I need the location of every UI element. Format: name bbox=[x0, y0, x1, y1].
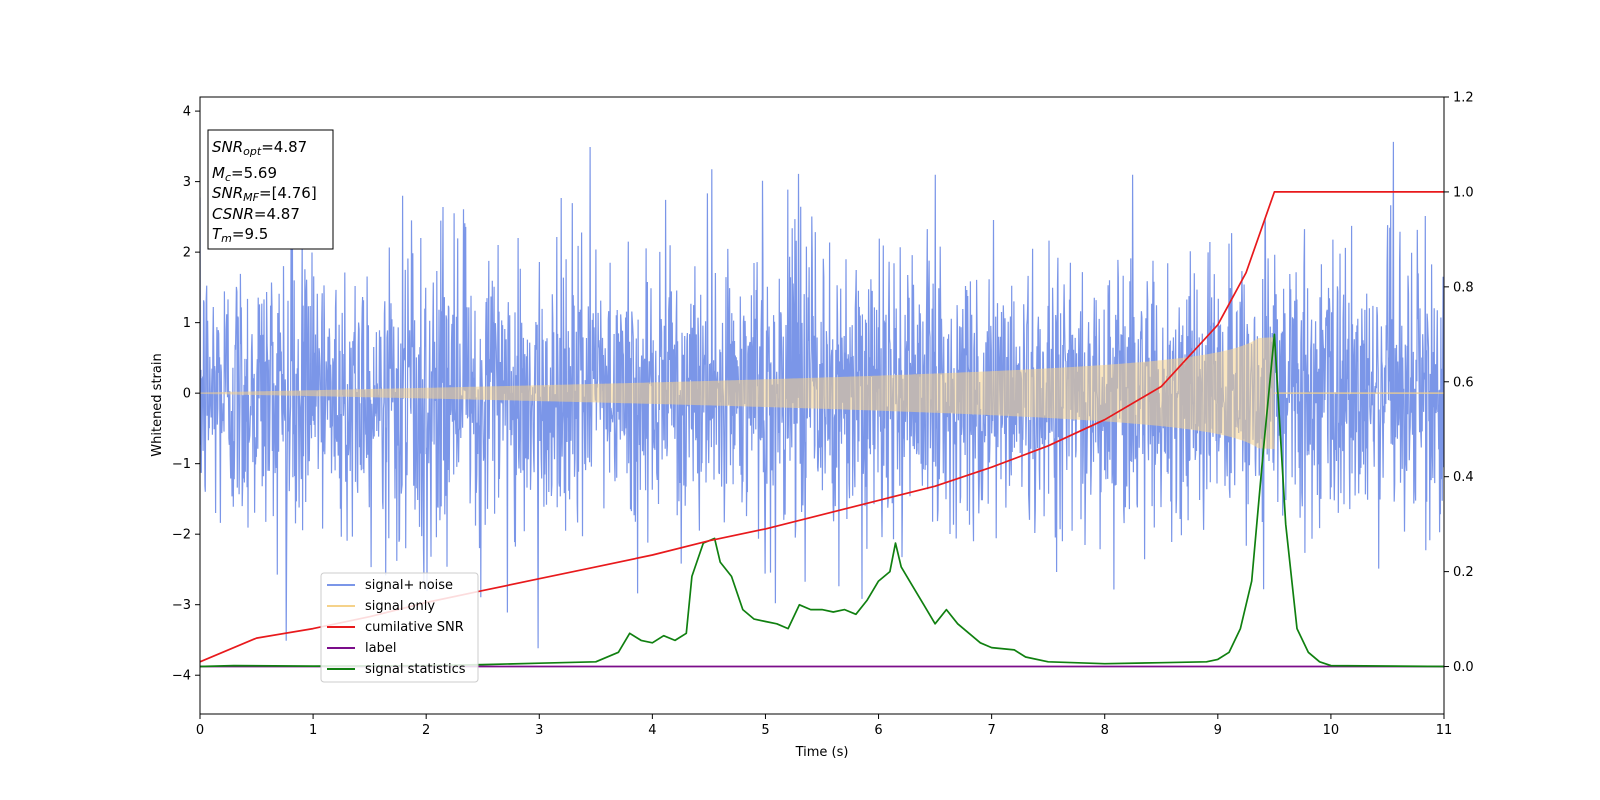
legend-label-signal-only: signal only bbox=[365, 599, 435, 614]
x-tick-label: 6 bbox=[874, 723, 882, 738]
x-tick-label: 9 bbox=[1214, 723, 1222, 738]
x-tick-label: 11 bbox=[1436, 723, 1453, 738]
x-tick-label: 2 bbox=[422, 723, 430, 738]
x-tick-label: 1 bbox=[309, 723, 317, 738]
y-left-tick-label: −1 bbox=[172, 457, 191, 472]
x-axis-label: Time (s) bbox=[795, 745, 849, 760]
y-left-tick-label: 2 bbox=[183, 246, 191, 261]
y-left-tick-label: −2 bbox=[172, 528, 191, 543]
info-csnr: CSNR=4.87 bbox=[212, 205, 300, 223]
series-signal-only bbox=[200, 337, 1275, 450]
series-signal-statistics bbox=[200, 333, 1444, 668]
x-tick-label: 0 bbox=[196, 723, 204, 738]
legend-label-signal-noise: signal+ noise bbox=[365, 578, 453, 593]
y-right-tick-label: 1.2 bbox=[1453, 91, 1474, 106]
y-left-tick-label: 0 bbox=[183, 387, 191, 402]
x-tick-label: 7 bbox=[987, 723, 995, 738]
y-axis-left: −4 −3 −2 −1 0 1 2 3 4 bbox=[172, 105, 200, 684]
y-right-tick-label: 0.6 bbox=[1453, 375, 1474, 390]
legend-label-label: label bbox=[365, 641, 396, 656]
y-left-tick-label: 1 bbox=[183, 316, 191, 331]
y-left-tick-label: −4 bbox=[172, 669, 191, 684]
x-tick-label: 10 bbox=[1323, 723, 1340, 738]
y-right-tick-label: 0.8 bbox=[1453, 280, 1474, 295]
legend-label-cumulative-snr: cumilative SNR bbox=[365, 620, 464, 635]
legend-label-signal-statistics: signal statistics bbox=[365, 662, 466, 677]
y-left-tick-label: 4 bbox=[183, 105, 191, 120]
x-tick-label: 3 bbox=[535, 723, 543, 738]
y-axis-label: Whitened strain bbox=[150, 353, 165, 456]
x-tick-label: 4 bbox=[648, 723, 656, 738]
info-box: SNRopt=4.87 Mc=5.69 SNRMF=[4.76] CSNR=4.… bbox=[207, 129, 334, 250]
info-snr-opt: SNRopt=4.87 bbox=[212, 138, 307, 158]
y-axis-right: 0.0 0.2 0.4 0.6 0.8 1.0 1.2 bbox=[1444, 91, 1474, 675]
info-snr-mf: SNRMF=[4.76] bbox=[212, 184, 317, 204]
y-right-tick-label: 0.0 bbox=[1453, 660, 1474, 675]
y-right-tick-label: 0.4 bbox=[1453, 470, 1474, 485]
y-left-tick-label: 3 bbox=[183, 175, 191, 190]
x-axis: 0 1 2 3 4 5 6 7 8 9 10 11 bbox=[196, 714, 1452, 738]
x-tick-label: 5 bbox=[761, 723, 769, 738]
info-mc: Mc=5.69 bbox=[212, 164, 277, 184]
x-tick-label: 8 bbox=[1101, 723, 1109, 738]
series-signal-noise bbox=[200, 141, 1444, 649]
legend: signal+ noise signal only cumilative SNR… bbox=[320, 572, 479, 683]
info-tm: Tm=9.5 bbox=[212, 225, 268, 245]
y-right-tick-label: 1.0 bbox=[1453, 185, 1474, 200]
plot-frame bbox=[199, 96, 1445, 715]
y-right-tick-label: 0.2 bbox=[1453, 565, 1474, 580]
y-left-tick-label: −3 bbox=[172, 598, 191, 613]
